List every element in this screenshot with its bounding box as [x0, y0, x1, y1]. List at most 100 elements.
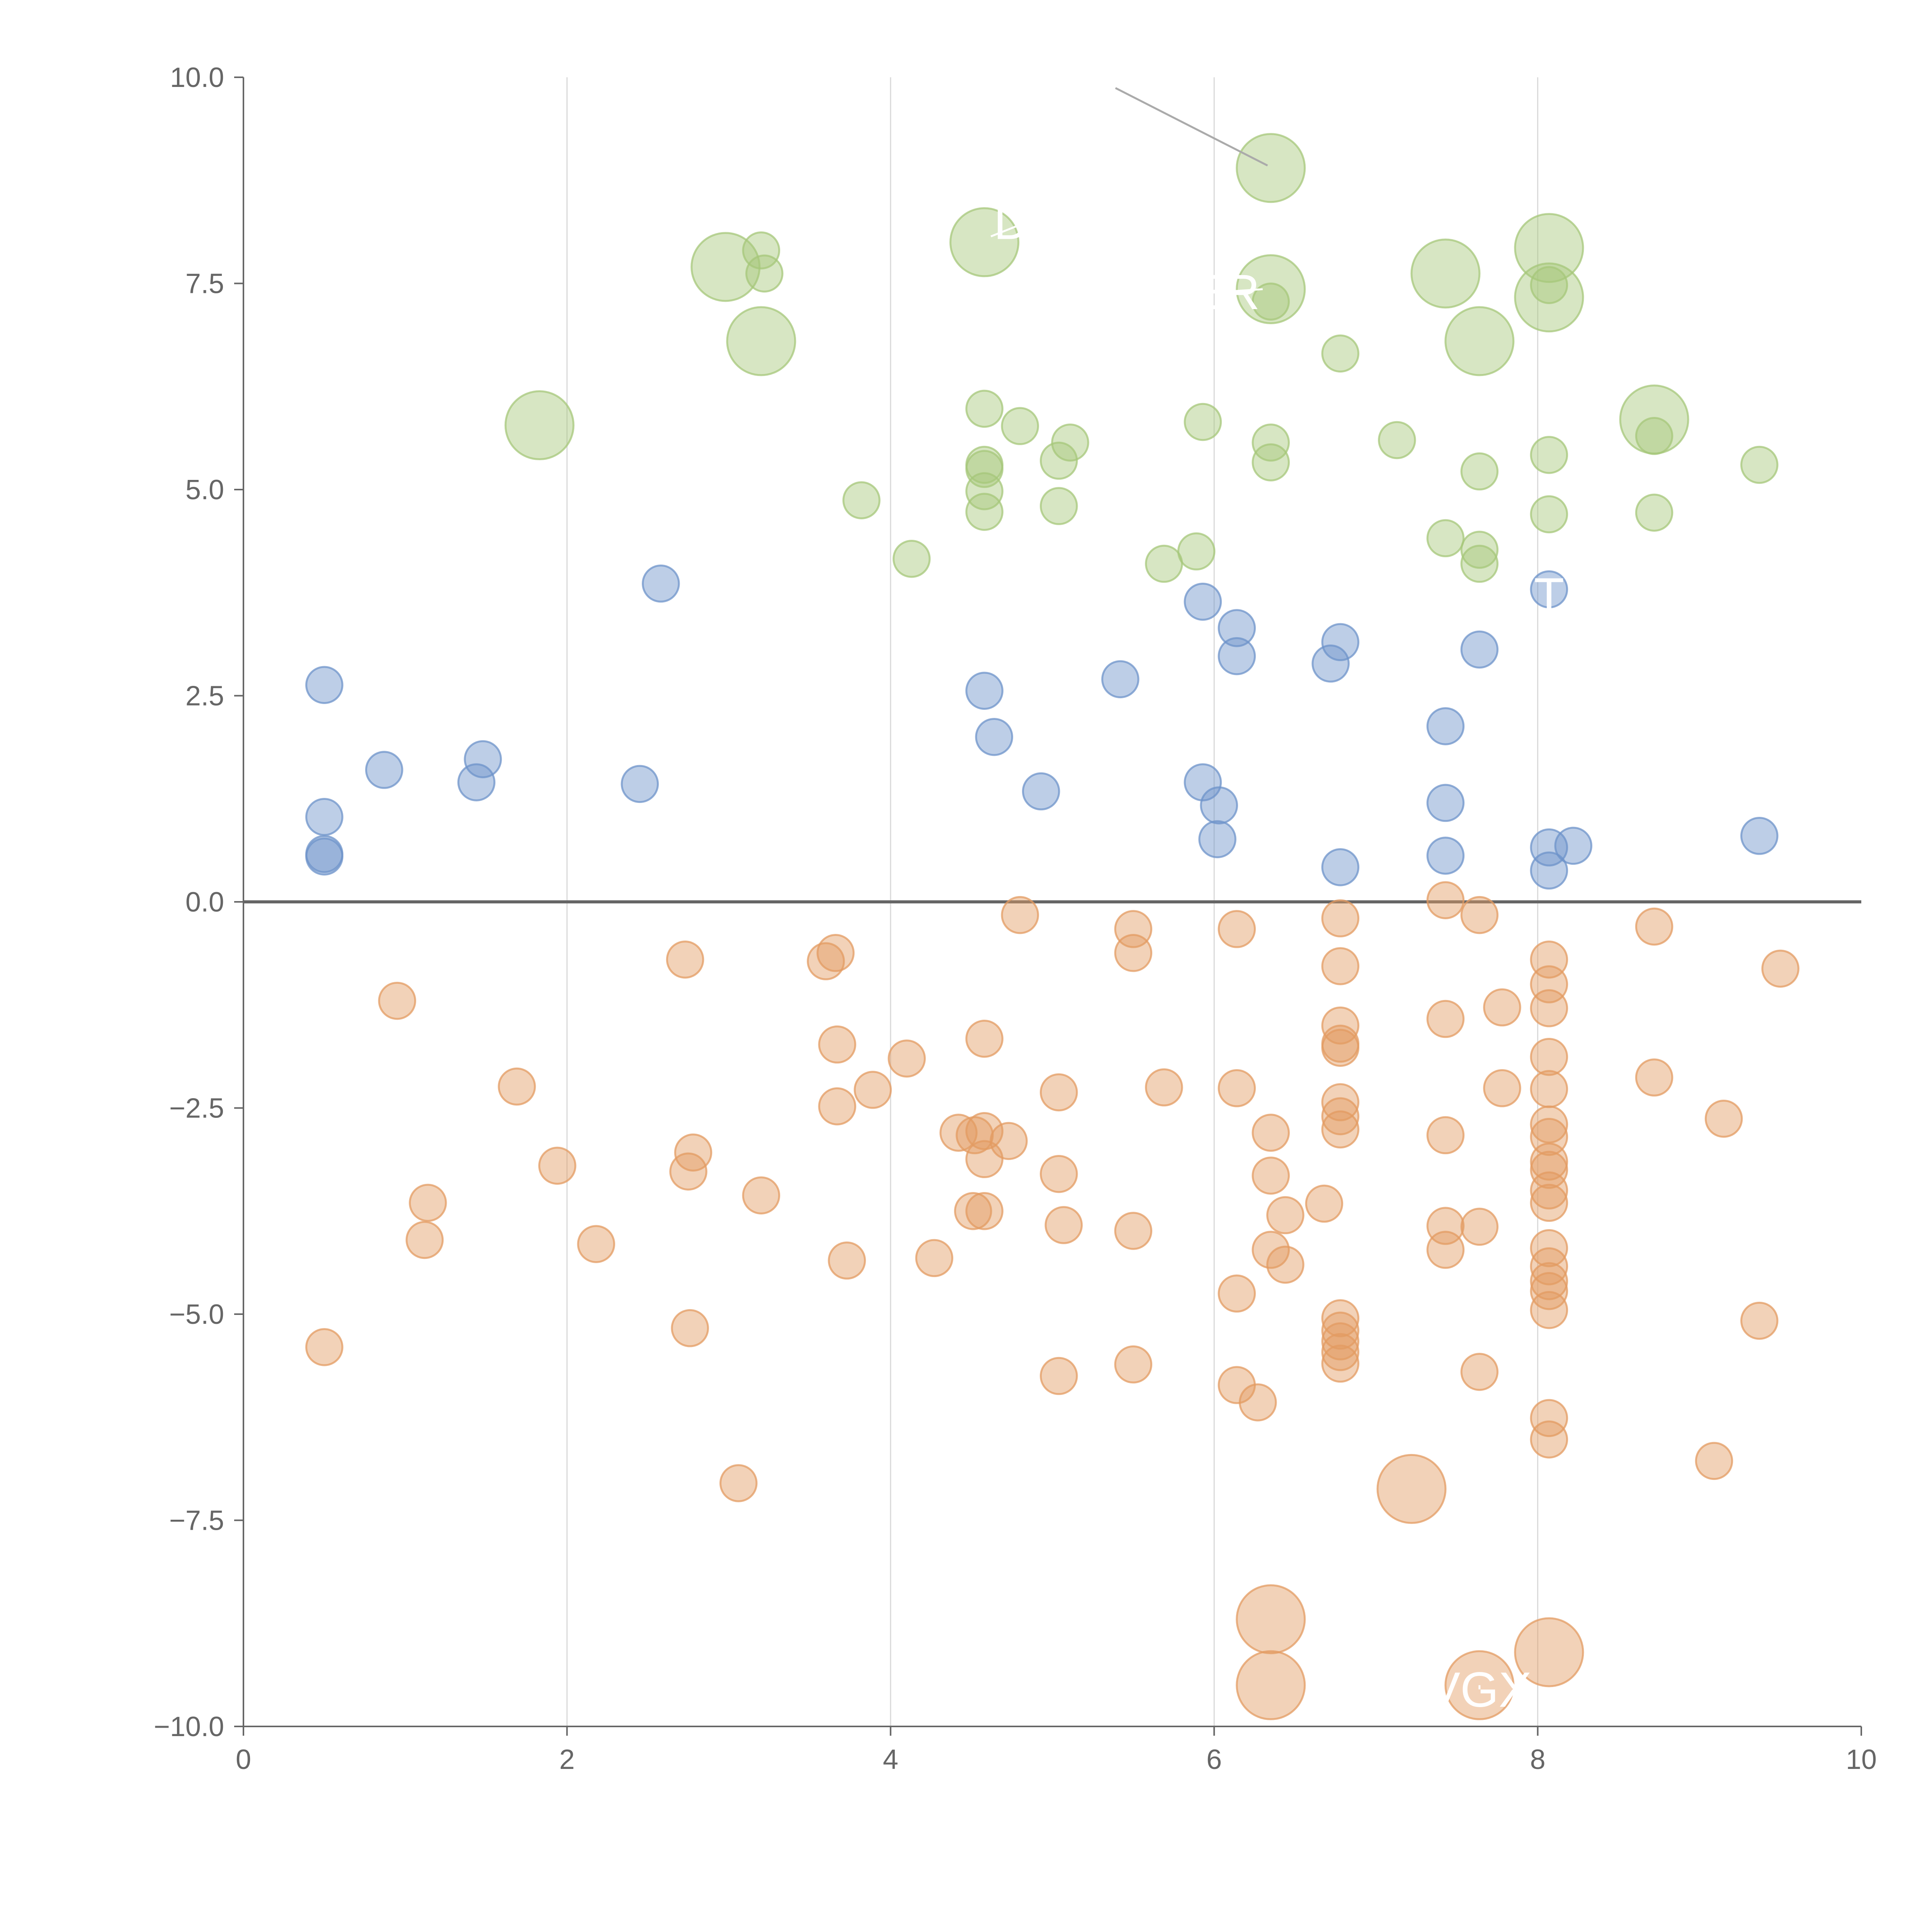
- orange-point: [719, 1464, 758, 1502]
- orange-point: [1761, 949, 1799, 988]
- green-point: [1184, 403, 1222, 441]
- green-point: [1635, 417, 1673, 455]
- blue-point: [1022, 772, 1060, 811]
- green-point: [1530, 495, 1568, 534]
- blue-point: [1218, 637, 1256, 675]
- orange-point: [742, 1176, 781, 1214]
- orange-point: [1426, 1231, 1465, 1269]
- green-point: [949, 207, 1020, 277]
- orange-point: [1376, 1454, 1447, 1524]
- orange-point: [1321, 1344, 1360, 1383]
- y-tick-label: −5.0: [169, 1299, 224, 1330]
- orange-point: [1514, 1617, 1584, 1687]
- y-tick-label: −7.5: [169, 1505, 224, 1536]
- blue-point: [621, 765, 659, 803]
- orange-point: [1530, 1184, 1568, 1222]
- orange-point: [538, 1146, 577, 1185]
- x-tick-label: 8: [1530, 1744, 1546, 1775]
- y-tick-label: 10.0: [170, 62, 224, 93]
- orange-point: [1321, 1097, 1360, 1136]
- data-points: [305, 133, 1799, 1720]
- blue-point: [1184, 582, 1222, 621]
- orange-point: [577, 1225, 616, 1263]
- y-tick-label: −2.5: [169, 1093, 224, 1124]
- orange-point: [1044, 1206, 1083, 1244]
- green-point: [1378, 421, 1416, 459]
- blue-point: [1530, 851, 1568, 890]
- green-point: [726, 306, 796, 376]
- orange-point: [1236, 1584, 1306, 1655]
- blue-point: [457, 763, 496, 801]
- orange-point: [1218, 1274, 1256, 1313]
- orange-point: [1039, 1357, 1078, 1395]
- orange-point: [818, 1087, 856, 1126]
- orange-point: [498, 1067, 536, 1106]
- x-tick-label: 4: [883, 1744, 898, 1775]
- orange-point: [1321, 1299, 1360, 1337]
- orange-point: [1321, 1333, 1360, 1371]
- green-point: [1001, 407, 1039, 445]
- orange-point: [1530, 1070, 1568, 1108]
- y-tick-label: −10.0: [154, 1711, 224, 1742]
- orange-point: [990, 1122, 1028, 1160]
- orange-point: [1740, 1301, 1779, 1340]
- blue-point: [965, 672, 1003, 710]
- orange-point: [1460, 896, 1499, 934]
- orange-point: [1001, 896, 1039, 934]
- point-label: VGX: [1427, 1662, 1532, 1718]
- orange-point: [1218, 910, 1256, 948]
- orange-point: [405, 1221, 444, 1259]
- y-tick-label: 2.5: [185, 681, 224, 712]
- green-point: [1252, 443, 1290, 481]
- green-point: [965, 493, 1003, 531]
- blue-point: [305, 798, 344, 836]
- green-point: [504, 390, 575, 461]
- green-point: [1236, 133, 1306, 203]
- orange-point: [1530, 1291, 1568, 1329]
- orange-point: [1483, 1069, 1521, 1107]
- orange-point: [965, 1112, 1003, 1150]
- green-point: [1426, 519, 1465, 558]
- green-point: [1321, 334, 1360, 373]
- blue-point: [1426, 707, 1465, 745]
- blue-point: [1426, 837, 1465, 875]
- green-point: [1635, 493, 1673, 532]
- orange-point: [1530, 1262, 1568, 1300]
- orange-point: [1252, 1114, 1290, 1152]
- orange-point: [1460, 1353, 1499, 1391]
- orange-point: [1321, 1083, 1360, 1121]
- green-point: [1444, 306, 1515, 376]
- orange-point: [1238, 1383, 1277, 1422]
- green-point: [965, 450, 1003, 488]
- orange-point: [1530, 1037, 1568, 1076]
- blue-point: [1426, 784, 1465, 822]
- blue-point: [1321, 848, 1360, 886]
- x-tick-label: 6: [1206, 1744, 1222, 1775]
- blue-point: [1740, 817, 1779, 855]
- orange-point: [954, 1192, 992, 1230]
- orange-point: [1145, 1068, 1183, 1107]
- orange-point: [378, 981, 417, 1020]
- orange-point: [1266, 1245, 1304, 1284]
- green-point: [965, 472, 1003, 510]
- green-point: [1740, 446, 1779, 484]
- orange-point: [1252, 1156, 1290, 1195]
- blue-point: [464, 740, 502, 779]
- green-point: [1460, 452, 1499, 491]
- orange-point: [1530, 1399, 1568, 1437]
- orange-point: [305, 1328, 344, 1366]
- blue-point: [1101, 660, 1139, 699]
- point-label: T: [1534, 568, 1564, 623]
- blue-point: [1554, 827, 1592, 865]
- blue-point: [305, 666, 344, 704]
- orange-point: [1530, 1420, 1568, 1459]
- green-point: [1514, 213, 1584, 283]
- orange-point: [828, 1242, 866, 1280]
- green-point: [965, 389, 1003, 428]
- orange-point: [1530, 1105, 1568, 1144]
- green-point: [1039, 487, 1078, 525]
- orange-point: [1305, 1184, 1344, 1223]
- blue-point: [1184, 763, 1222, 801]
- blue-point: [1460, 630, 1499, 669]
